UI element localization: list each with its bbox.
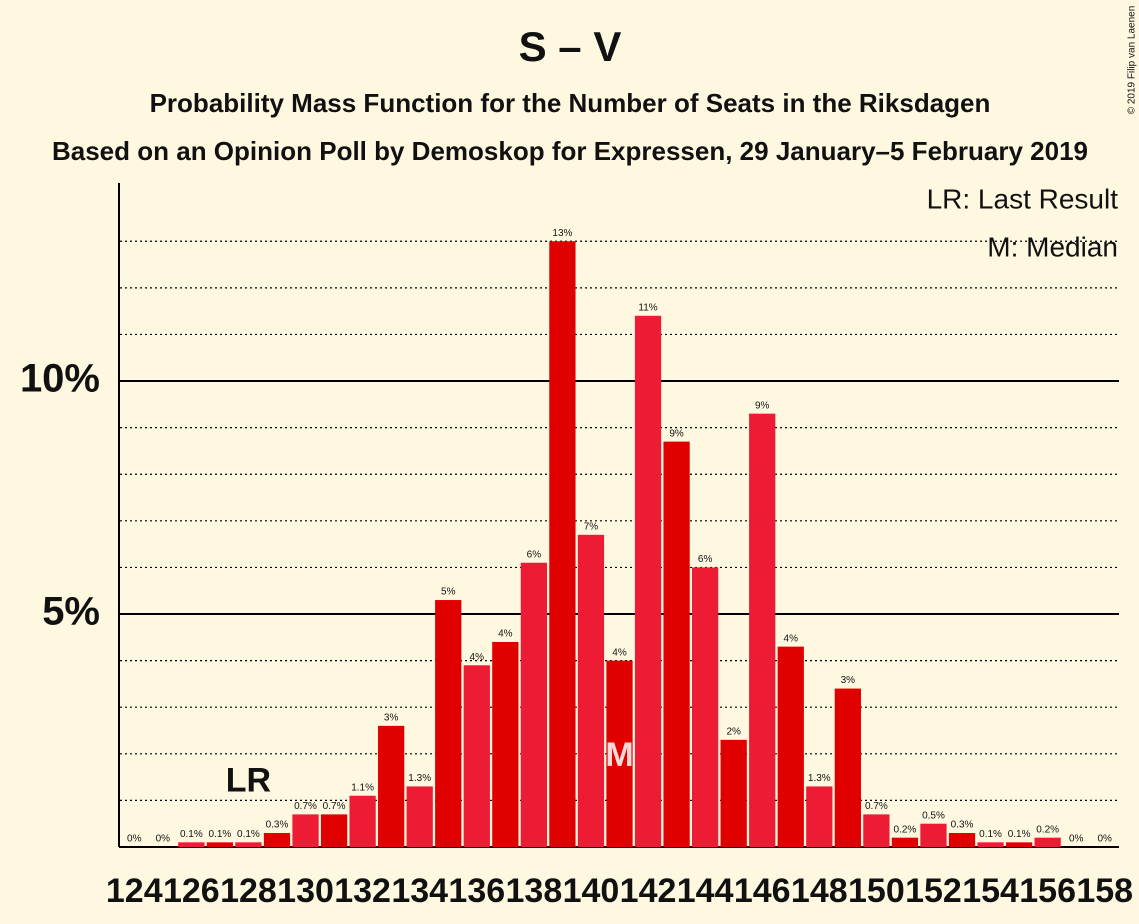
- x-tick-label: 136: [448, 872, 505, 910]
- x-tick-label: 132: [334, 872, 391, 910]
- value-label: 0.7%: [294, 801, 317, 812]
- value-label: 5%: [441, 587, 456, 598]
- bar: [463, 665, 490, 847]
- value-label: 0.1%: [237, 829, 260, 840]
- bar: [206, 842, 234, 847]
- bar: [1034, 837, 1061, 847]
- value-label: 0%: [127, 834, 142, 845]
- bar: [749, 413, 776, 847]
- value-label: 4%: [784, 633, 799, 644]
- bar: [435, 600, 462, 847]
- value-label: 3%: [384, 712, 399, 723]
- bar: [606, 660, 633, 847]
- x-tick-label: 138: [506, 872, 563, 910]
- bar: [977, 842, 1004, 847]
- x-tick-label: 128: [220, 872, 277, 910]
- bar: [1005, 842, 1033, 847]
- x-tick-label: 146: [734, 872, 791, 910]
- value-label: 0.5%: [922, 810, 945, 821]
- bar: [777, 646, 804, 847]
- x-tick-label: 134: [391, 872, 448, 910]
- x-tick-label: 148: [791, 872, 848, 910]
- value-label: 0.2%: [894, 824, 917, 835]
- value-label: 0.3%: [266, 820, 289, 831]
- bar: [178, 842, 205, 847]
- bar: [663, 441, 690, 847]
- chart-title: S – V: [519, 23, 622, 70]
- x-tick-label: 158: [1076, 872, 1133, 910]
- marker-label: M: [605, 736, 633, 774]
- bar: [492, 641, 519, 847]
- x-tick-label: 156: [1019, 872, 1076, 910]
- value-label: 0.2%: [1036, 824, 1059, 835]
- bar: [920, 823, 947, 847]
- value-label: 3%: [841, 675, 856, 686]
- bar: [378, 725, 405, 847]
- value-label: 0%: [156, 834, 171, 845]
- value-label: 0.3%: [951, 820, 974, 831]
- chart-subtitle: Based on an Opinion Poll by Demoskop for…: [52, 136, 1088, 166]
- bar: [549, 241, 576, 848]
- bar: [349, 795, 376, 847]
- value-label: 1.1%: [351, 782, 374, 793]
- copyright: © 2019 Filip van Laenen: [1127, 6, 1138, 115]
- y-tick-label: 10%: [20, 357, 100, 401]
- x-tick-label: 152: [905, 872, 962, 910]
- value-label: 13%: [552, 228, 572, 239]
- bar: [720, 739, 747, 847]
- bar: [948, 833, 976, 847]
- bar: [806, 786, 833, 847]
- x-tick-label: 124: [106, 872, 163, 910]
- y-tick-label: 5%: [42, 590, 100, 634]
- value-label: 0%: [1069, 834, 1084, 845]
- value-label: 9%: [755, 400, 770, 411]
- bar: [292, 814, 319, 847]
- value-label: 7%: [584, 521, 599, 532]
- value-label: 0.1%: [209, 829, 232, 840]
- chart-subtitle: Probability Mass Function for the Number…: [150, 88, 991, 118]
- x-tick-label: 154: [962, 872, 1019, 910]
- value-label: 4%: [612, 647, 627, 658]
- value-label: 0.1%: [180, 829, 203, 840]
- value-label: 4%: [470, 652, 485, 663]
- value-label: 1.3%: [808, 773, 831, 784]
- value-label: 2%: [726, 726, 741, 737]
- marker-label: LR: [226, 761, 271, 799]
- bar: [235, 842, 262, 847]
- value-label: 0.7%: [323, 801, 346, 812]
- value-label: 0.7%: [865, 801, 888, 812]
- bar: [834, 688, 861, 847]
- bar: [891, 837, 919, 847]
- value-label: 6%: [527, 549, 542, 560]
- bar: [691, 567, 719, 847]
- bar: [520, 562, 548, 847]
- value-label: 11%: [638, 302, 657, 313]
- bar: [577, 534, 605, 847]
- value-label: 6%: [698, 554, 713, 565]
- legend-entry: LR: Last Result: [927, 183, 1119, 214]
- x-tick-label: 130: [277, 872, 334, 910]
- bar: [263, 833, 291, 847]
- x-tick-label: 144: [677, 872, 734, 910]
- x-tick-label: 142: [620, 872, 677, 910]
- value-label: 1.3%: [408, 773, 431, 784]
- x-tick-label: 140: [563, 872, 620, 910]
- bar: [863, 814, 890, 847]
- bar: [406, 786, 433, 847]
- x-tick-label: 150: [848, 872, 905, 910]
- bar: [320, 814, 348, 847]
- value-label: 4%: [498, 629, 513, 640]
- value-label: 0%: [1098, 834, 1113, 845]
- x-tick-label: 126: [163, 872, 220, 910]
- value-label: 0.1%: [1008, 829, 1031, 840]
- value-label: 0.1%: [979, 829, 1002, 840]
- legend-entry: M: Median: [987, 231, 1118, 262]
- bar: [634, 315, 662, 847]
- value-label: 9%: [669, 428, 684, 439]
